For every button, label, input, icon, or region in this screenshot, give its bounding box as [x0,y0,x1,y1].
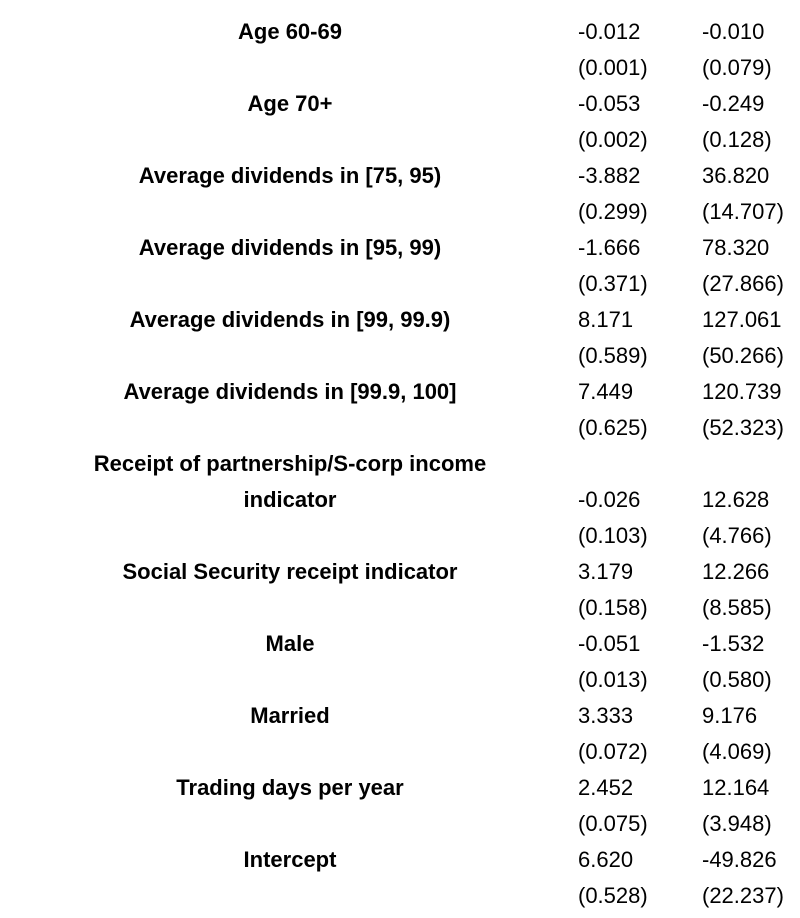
table-row: Trading days per year 2.452 12.164 [0,770,800,806]
table-row-se: (0.371) (27.866) [0,266,800,302]
std-error-col2: (0.128) [702,127,772,152]
std-error-col2: (22.237) [702,883,784,908]
table-row: Married 3.333 9.176 [0,698,800,734]
std-error-col1: (0.625) [578,415,648,440]
coefficient-col1: 6.620 [578,847,634,872]
coefficient-col2: 120.739 [702,379,782,404]
coefficient-col2: -0.010 [702,19,765,44]
table-row: Average dividends in [99, 99.9) 8.171 12… [0,302,800,338]
table-row-label-continued: Receipt of partnership/S-corp income [0,446,800,482]
table-row-se: (0.528) (22.237) [0,878,800,914]
table-row-se: (0.075) (3.948) [0,806,800,842]
regression-table: Age 60-69 -0.012 -0.010 (0.001) (0.079) … [0,14,800,914]
row-label: Age 60-69 [238,19,342,44]
row-label: Married [250,703,330,728]
std-error-col2: (27.866) [702,271,784,296]
table-row-se: (0.589) (50.266) [0,338,800,374]
row-label-line1: Receipt of partnership/S-corp income [93,451,487,476]
coefficient-col1: -0.026 [578,487,641,512]
std-error-col1: (0.013) [578,667,648,692]
std-error-col2: (0.079) [702,55,772,80]
std-error-col1: (0.371) [578,271,648,296]
table-row-se: (0.103) (4.766) [0,518,800,554]
coefficient-col1: -1.666 [578,235,641,260]
coefficient-col1: 7.449 [578,379,634,404]
row-label: Average dividends in [99.9, 100] [123,379,457,404]
coefficient-col2: -49.826 [702,847,777,872]
coefficient-col2: 127.061 [702,307,782,332]
std-error-col1: (0.299) [578,199,648,224]
table-row: Male -0.051 -1.532 [0,626,800,662]
row-label: indicator [243,487,337,512]
table-row-se: (0.013) (0.580) [0,662,800,698]
std-error-col2: (4.766) [702,523,772,548]
table-row-se: (0.625) (52.323) [0,410,800,446]
table-row-se: (0.072) (4.069) [0,734,800,770]
coefficient-col1: -0.053 [578,91,641,116]
std-error-col2: (3.948) [702,811,772,836]
table-row-se: (0.299) (14.707) [0,194,800,230]
std-error-col1: (0.001) [578,55,648,80]
row-label: Male [265,631,315,656]
table-row-se: (0.002) (0.128) [0,122,800,158]
coefficient-col1: 3.179 [578,559,634,584]
coefficient-col1: -3.882 [578,163,641,188]
std-error-col2: (4.069) [702,739,772,764]
table-row: Average dividends in [95, 99) -1.666 78.… [0,230,800,266]
table-row: indicator -0.026 12.628 [0,482,800,518]
std-error-col2: (50.266) [702,343,784,368]
std-error-col1: (0.072) [578,739,648,764]
std-error-col1: (0.158) [578,595,648,620]
coefficient-col2: 12.628 [702,487,770,512]
coefficient-col2: 78.320 [702,235,770,260]
coefficient-col2: 36.820 [702,163,770,188]
coefficient-col1: -0.051 [578,631,641,656]
std-error-col1: (0.528) [578,883,648,908]
table-row-se: (0.158) (8.585) [0,590,800,626]
std-error-col1: (0.103) [578,523,648,548]
coefficient-col2: 9.176 [702,703,758,728]
row-label: Trading days per year [176,775,404,800]
std-error-col1: (0.002) [578,127,648,152]
std-error-col1: (0.589) [578,343,648,368]
table-row: Average dividends in [75, 95) -3.882 36.… [0,158,800,194]
std-error-col2: (52.323) [702,415,784,440]
table-row: Average dividends in [99.9, 100] 7.449 1… [0,374,800,410]
table-row: Social Security receipt indicator 3.179 … [0,554,800,590]
std-error-col2: (14.707) [702,199,784,224]
std-error-col1: (0.075) [578,811,648,836]
coefficient-col2: 12.164 [702,775,770,800]
row-label: Average dividends in [75, 95) [138,163,442,188]
coefficient-col2: -1.532 [702,631,765,656]
row-label: Social Security receipt indicator [122,559,458,584]
table-row: Age 70+ -0.053 -0.249 [0,86,800,122]
row-label: Intercept [243,847,337,872]
row-label: Average dividends in [95, 99) [138,235,442,260]
row-label: Age 70+ [247,91,333,116]
coefficient-col1: 2.452 [578,775,634,800]
coefficient-col2: 12.266 [702,559,770,584]
coefficient-col1: 8.171 [578,307,634,332]
coefficient-col1: 3.333 [578,703,634,728]
coefficient-col2: -0.249 [702,91,765,116]
coefficient-col1: -0.012 [578,19,641,44]
table-row: Age 60-69 -0.012 -0.010 [0,14,800,50]
std-error-col2: (8.585) [702,595,772,620]
table-row: Intercept 6.620 -49.826 [0,842,800,878]
std-error-col2: (0.580) [702,667,772,692]
row-label: Average dividends in [99, 99.9) [129,307,451,332]
table-row-se: (0.001) (0.079) [0,50,800,86]
